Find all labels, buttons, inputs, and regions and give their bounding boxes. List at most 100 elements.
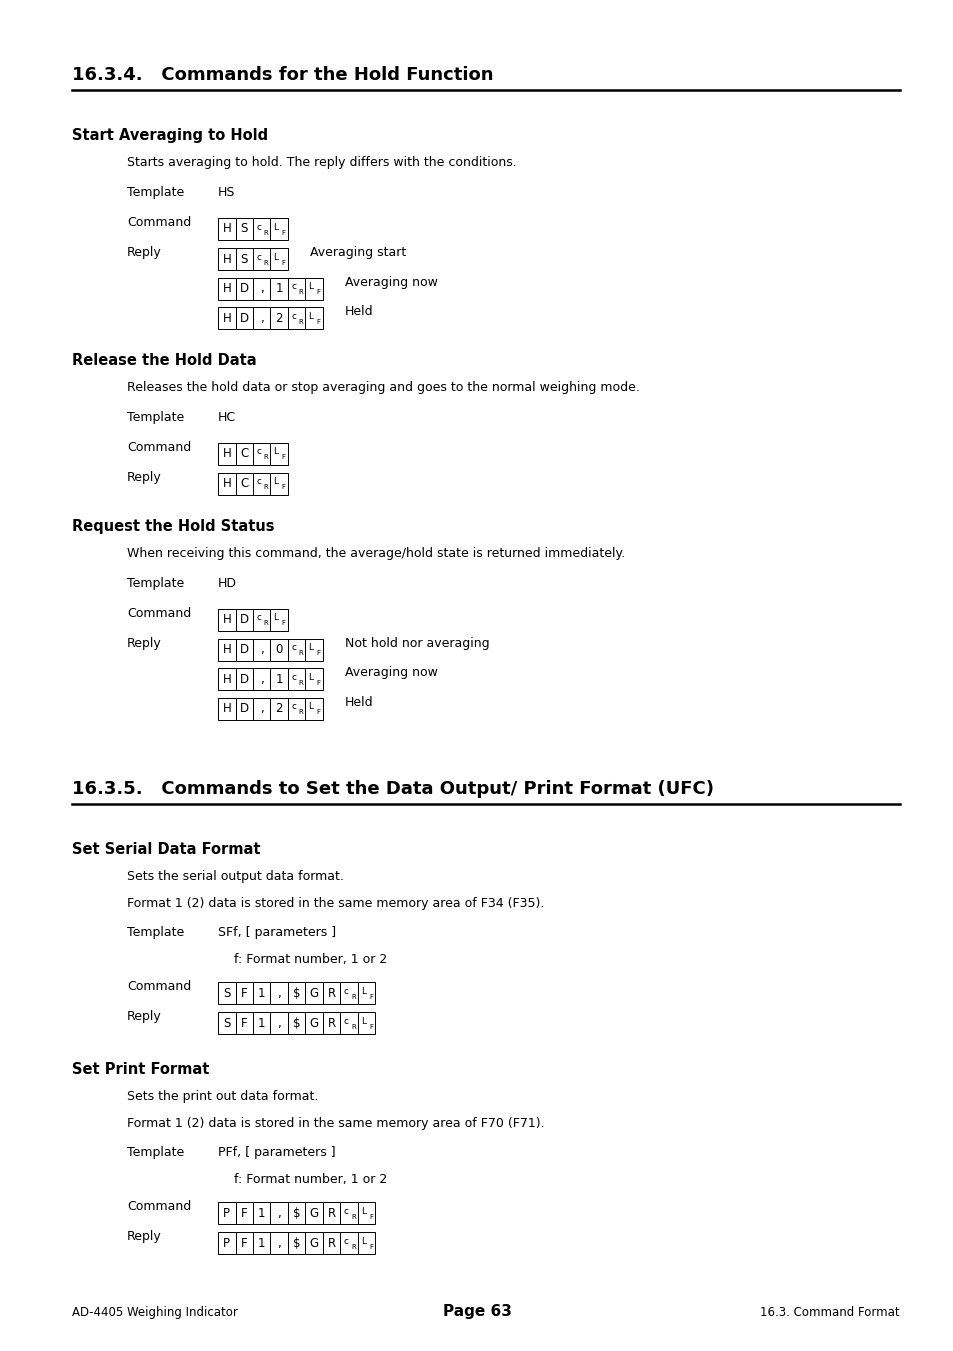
Text: H: H: [222, 613, 231, 626]
Text: F: F: [316, 650, 320, 657]
Text: P: P: [223, 1236, 230, 1250]
Text: H: H: [222, 703, 231, 715]
Text: F: F: [369, 994, 373, 1000]
Bar: [340, 1232, 357, 1254]
Text: ,: ,: [277, 1016, 281, 1029]
Text: L: L: [274, 477, 278, 486]
Text: R: R: [327, 1236, 335, 1250]
Text: R: R: [298, 680, 303, 686]
Text: F: F: [369, 1024, 373, 1029]
Text: L: L: [274, 223, 278, 232]
Bar: [235, 608, 253, 631]
Text: Command: Command: [127, 607, 191, 620]
Bar: [218, 1202, 235, 1224]
Text: D: D: [239, 282, 249, 295]
Text: R: R: [263, 454, 268, 461]
Text: c: c: [343, 1206, 348, 1216]
Bar: [340, 1012, 357, 1034]
Text: 16.3.4.   Commands for the Hold Function: 16.3.4. Commands for the Hold Function: [71, 66, 493, 84]
Text: L: L: [308, 643, 314, 653]
Bar: [305, 1012, 323, 1034]
Text: L: L: [361, 1017, 366, 1025]
Text: Template: Template: [127, 411, 184, 423]
Text: R: R: [351, 1244, 355, 1250]
Text: c: c: [255, 447, 261, 457]
Text: F: F: [316, 289, 320, 296]
Text: Sets the print out data format.: Sets the print out data format.: [127, 1090, 318, 1102]
Text: F: F: [369, 1244, 373, 1250]
Text: 1: 1: [257, 1016, 265, 1029]
Text: F: F: [281, 485, 285, 490]
Bar: [288, 697, 305, 720]
Text: 2: 2: [275, 312, 283, 324]
Bar: [218, 667, 235, 690]
Text: Request the Hold Status: Request the Hold Status: [71, 519, 274, 534]
Text: $: $: [293, 1236, 300, 1250]
Text: c: c: [255, 253, 261, 262]
Bar: [235, 249, 253, 270]
Text: 1: 1: [257, 1206, 265, 1220]
Text: Command: Command: [127, 979, 191, 993]
Text: G: G: [310, 1206, 318, 1220]
Text: 1: 1: [275, 673, 283, 685]
Bar: [357, 1202, 375, 1224]
Text: R: R: [263, 230, 268, 236]
Text: R: R: [263, 485, 268, 490]
Bar: [323, 1012, 340, 1034]
Text: Reply: Reply: [127, 636, 162, 650]
Text: c: c: [343, 1236, 348, 1246]
Text: 0: 0: [275, 643, 283, 657]
Text: c: c: [291, 282, 295, 292]
Text: Format 1 (2) data is stored in the same memory area of F70 (F71).: Format 1 (2) data is stored in the same …: [127, 1117, 544, 1129]
Text: Reply: Reply: [127, 1011, 162, 1023]
Text: ,: ,: [259, 282, 263, 295]
Text: c: c: [291, 312, 295, 320]
Text: $: $: [293, 986, 300, 1000]
Bar: [340, 982, 357, 1004]
Bar: [271, 249, 288, 270]
Text: Averaging start: Averaging start: [310, 246, 406, 259]
Bar: [253, 218, 271, 240]
Text: 16.3. Command Format: 16.3. Command Format: [760, 1306, 899, 1319]
Text: L: L: [308, 312, 314, 320]
Text: AD-4405 Weighing Indicator: AD-4405 Weighing Indicator: [71, 1306, 237, 1319]
Text: F: F: [281, 454, 285, 461]
Text: F: F: [281, 230, 285, 236]
Text: F: F: [316, 680, 320, 686]
Bar: [323, 1202, 340, 1224]
Text: H: H: [222, 447, 231, 459]
Text: Held: Held: [345, 696, 374, 708]
Bar: [271, 218, 288, 240]
Bar: [271, 1232, 288, 1254]
Text: Reply: Reply: [127, 1229, 162, 1243]
Text: HS: HS: [218, 186, 235, 199]
Text: F: F: [241, 1236, 247, 1250]
Bar: [305, 982, 323, 1004]
Text: G: G: [310, 1236, 318, 1250]
Text: f: Format number, 1 or 2: f: Format number, 1 or 2: [230, 952, 387, 966]
Bar: [218, 608, 235, 631]
Text: Command: Command: [127, 216, 191, 230]
Text: F: F: [281, 259, 285, 266]
Bar: [253, 1012, 271, 1034]
Text: Starts averaging to hold. The reply differs with the conditions.: Starts averaging to hold. The reply diff…: [127, 155, 517, 169]
Bar: [357, 982, 375, 1004]
Text: C: C: [240, 447, 248, 459]
Bar: [253, 639, 271, 661]
Bar: [253, 608, 271, 631]
Text: ,: ,: [259, 312, 263, 324]
Bar: [218, 473, 235, 494]
Text: L: L: [308, 703, 314, 711]
Text: F: F: [241, 1016, 247, 1029]
Bar: [305, 1202, 323, 1224]
Text: F: F: [241, 1206, 247, 1220]
Text: c: c: [255, 223, 261, 232]
Bar: [253, 1232, 271, 1254]
Text: C: C: [240, 477, 248, 490]
Bar: [357, 1012, 375, 1034]
Text: c: c: [291, 703, 295, 711]
Bar: [235, 1012, 253, 1034]
Text: G: G: [310, 1016, 318, 1029]
Text: H: H: [222, 673, 231, 685]
Text: ,: ,: [259, 643, 263, 657]
